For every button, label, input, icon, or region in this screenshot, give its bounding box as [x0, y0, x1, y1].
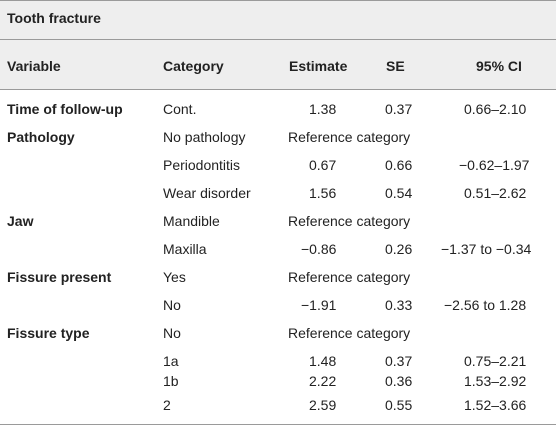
row-ci: 1.53–2.92	[464, 373, 527, 389]
row-se: 0.26	[385, 241, 413, 257]
row-se: 0.55	[385, 397, 413, 413]
row-category: Wear disorder	[163, 185, 251, 201]
row-estimate: −1.91	[301, 297, 337, 313]
row-estimate: 1.56	[309, 185, 337, 201]
row-ci: −0.62–1.97	[459, 157, 530, 173]
row-estimate: 2.22	[309, 373, 337, 389]
row-variable: Fissure present	[7, 269, 112, 285]
row-estimate: 1.48	[309, 353, 337, 369]
row-category: No pathology	[163, 129, 246, 145]
header-se: SE	[386, 58, 405, 74]
title-band	[0, 0, 556, 40]
row-se: 0.54	[385, 185, 413, 201]
row-ci: 1.52–3.66	[464, 397, 527, 413]
row-estimate: 0.67	[309, 157, 337, 173]
row-variable: Jaw	[7, 213, 34, 229]
row-se: 0.66	[385, 157, 413, 173]
header-estimate: Estimate	[289, 58, 348, 74]
header-ci: 95% CI	[476, 58, 522, 74]
row-category: No	[163, 297, 181, 313]
row-estimate: 2.59	[309, 397, 337, 413]
table-bottom-rule	[0, 424, 556, 425]
row-reference: Reference category	[288, 213, 411, 229]
row-category: Yes	[163, 269, 186, 285]
row-variable: Fissure type	[7, 325, 90, 341]
row-reference: Reference category	[288, 269, 411, 285]
row-ci: −1.37 to −0.34	[441, 241, 532, 257]
row-variable: Pathology	[7, 129, 75, 145]
row-category: 1a	[163, 353, 179, 369]
row-category: 2	[163, 397, 171, 413]
row-estimate: −0.86	[301, 241, 337, 257]
row-ci: −2.56 to 1.28	[444, 297, 527, 313]
row-ci: 0.75–2.21	[464, 353, 527, 369]
header-category: Category	[163, 58, 224, 74]
row-category: Maxilla	[163, 241, 207, 257]
row-ci: 0.51–2.62	[464, 185, 527, 201]
header-variable: Variable	[7, 58, 61, 74]
row-variable: Time of follow-up	[7, 101, 123, 117]
row-category: Cont.	[163, 101, 197, 117]
row-ci: 0.66–2.10	[464, 101, 527, 117]
row-reference: Reference category	[288, 129, 411, 145]
row-estimate: 1.38	[309, 101, 337, 117]
row-reference: Reference category	[288, 325, 411, 341]
row-category: 1b	[163, 373, 179, 389]
header-band	[0, 40, 556, 90]
row-category: Periodontitis	[163, 157, 241, 173]
row-category: No	[163, 325, 181, 341]
row-category: Mandible	[163, 213, 220, 229]
row-se: 0.36	[385, 373, 413, 389]
row-se: 0.33	[385, 297, 413, 313]
row-se: 0.37	[385, 101, 413, 117]
row-se: 0.37	[385, 353, 413, 369]
table-title: Tooth fracture	[7, 10, 101, 26]
